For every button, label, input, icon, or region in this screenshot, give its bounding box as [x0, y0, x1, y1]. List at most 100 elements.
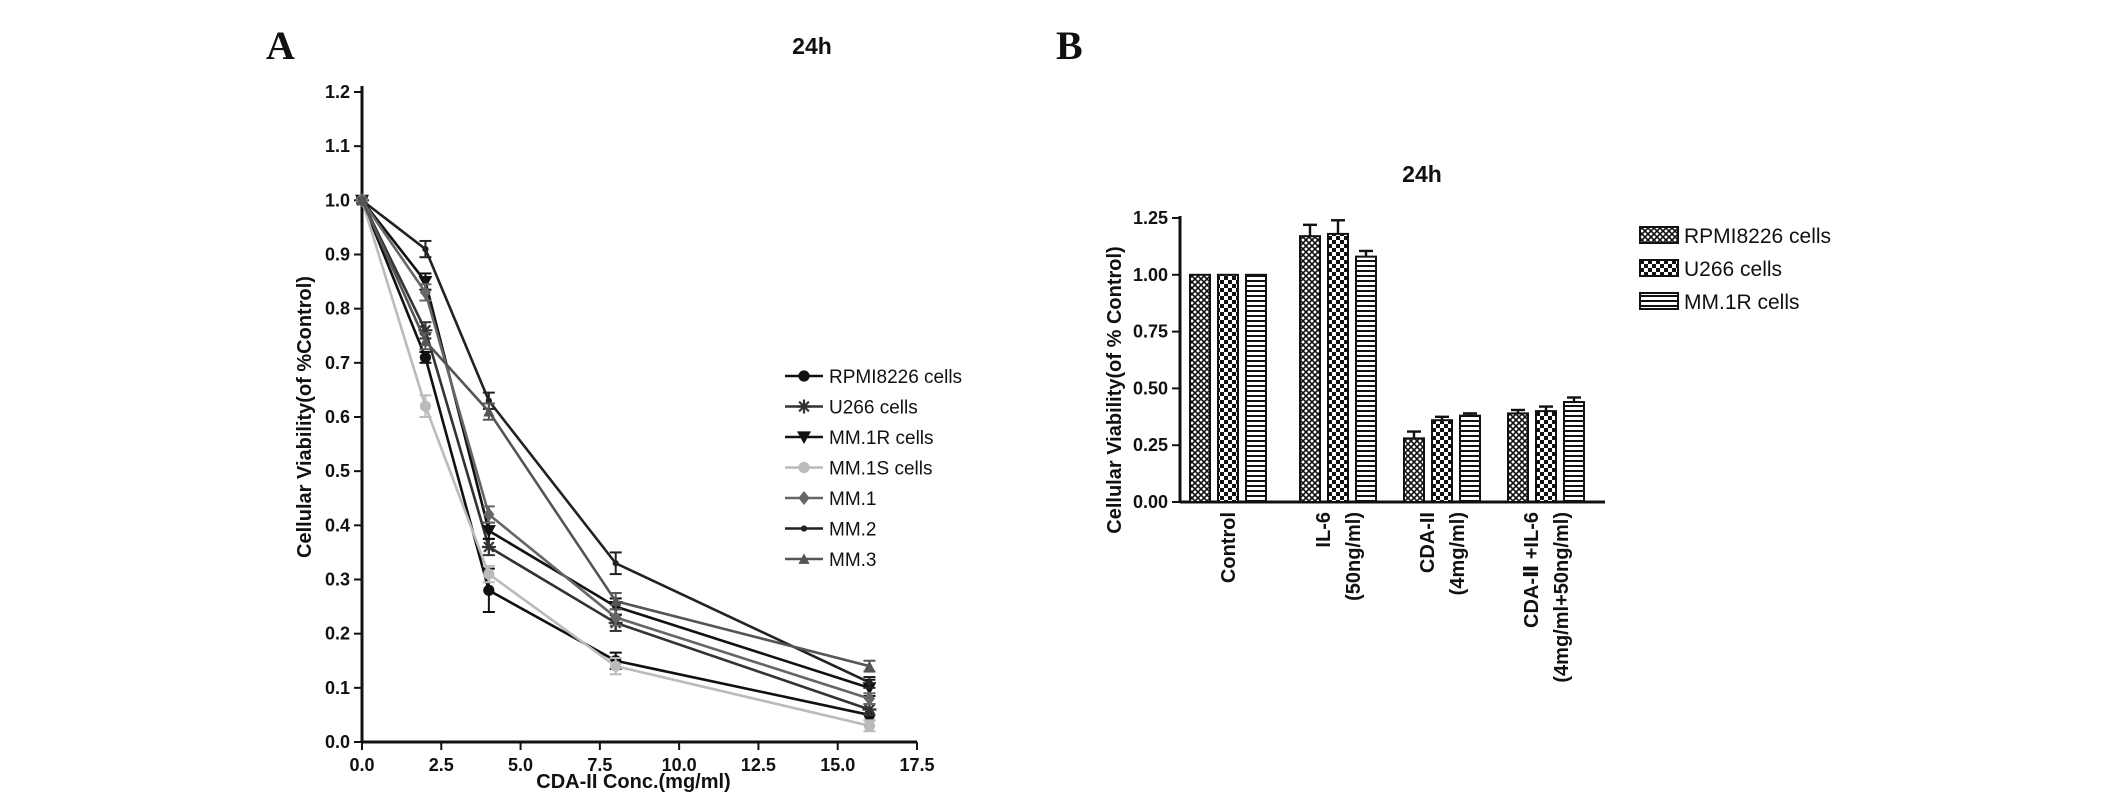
legend-label: MM.3: [829, 550, 877, 571]
category-label-line: (50ng/ml): [1343, 512, 1365, 601]
y-tick-label: 1.1: [325, 136, 350, 156]
legend-swatch: [1639, 226, 1679, 244]
marker-diamond: [863, 691, 876, 706]
y-tick-label: 0.9: [325, 245, 350, 265]
y-tick-label: 0.4: [325, 515, 350, 535]
chart-a-title: 24h: [792, 33, 832, 59]
marker-dot: [866, 679, 873, 686]
marker-circle: [419, 351, 432, 364]
category-label-line: (4mg/ml): [1447, 512, 1469, 595]
legend-label: U266 cells: [1684, 258, 1782, 281]
x-tick-label: 15.0: [820, 755, 855, 775]
y-tick-label: 0.7: [325, 353, 350, 373]
category-label: IL-6 (50ng/ml): [1313, 512, 1365, 601]
legend-item: RPMI8226 cells: [1639, 225, 1831, 248]
y-tick-label: 0.0: [325, 732, 350, 752]
marker-circle: [798, 370, 810, 382]
legend-item: MM.1S cells: [785, 459, 932, 480]
panel-b-letter: B: [1056, 23, 1083, 68]
marker-circle: [610, 660, 622, 672]
legend-label: MM.1: [829, 489, 877, 510]
y-tick-label: 0.6: [325, 407, 350, 427]
bar: [1507, 412, 1529, 503]
x-tick-label: 12.5: [741, 755, 776, 775]
y-axis-label: Cellular Viability(of % Control): [1104, 246, 1126, 533]
legend-label: MM.2: [829, 520, 877, 541]
marker-triangle-up: [419, 335, 432, 347]
bar: [1327, 232, 1349, 504]
category-label: Control: [1218, 512, 1240, 583]
marker-diamond: [610, 610, 622, 625]
legend-item: RPMI8226 cells: [785, 367, 962, 388]
category-label: CDA-II (4mg/ml): [1417, 512, 1469, 595]
y-tick-label: 0.00: [1133, 492, 1168, 512]
marker-triangle-up: [356, 194, 368, 206]
marker-star: [418, 323, 433, 338]
marker-triangle-up: [483, 405, 495, 417]
category-label-line: IL-6: [1313, 512, 1335, 548]
category-label-line: Control: [1218, 512, 1240, 583]
legend-swatch: [1639, 292, 1679, 310]
legend-label: MM.1R cells: [829, 428, 934, 449]
y-tick-label: 0.5: [325, 461, 350, 481]
legend-label: MM.1R cells: [1684, 291, 1800, 314]
category-label-line: CDA-II: [1417, 512, 1439, 573]
marker-triangle-down: [418, 275, 433, 289]
marker-dot: [422, 245, 429, 253]
series-3: [356, 194, 876, 733]
y-tick-label: 0.8: [325, 299, 350, 319]
bar: [1459, 414, 1481, 503]
y-tick-label: 1.2: [325, 82, 350, 102]
marker-star: [797, 399, 811, 414]
x-tick-label: 2.5: [429, 755, 454, 775]
marker-triangle-up: [863, 660, 876, 672]
marker-circle: [863, 720, 876, 732]
marker-star: [481, 540, 496, 554]
chart-b-title: 24h: [1402, 161, 1442, 187]
marker-circle: [483, 568, 495, 580]
x-axis-label: CDA-II Conc.(mg/ml): [536, 771, 730, 793]
panel-a-letter: A: [266, 23, 295, 68]
marker-dot: [485, 397, 493, 404]
marker-triangle-down: [481, 525, 496, 538]
marker-diamond: [419, 285, 432, 300]
legend-swatch: [1639, 259, 1679, 277]
line-chart-panel-a: 24h 0.0 0.1 0.2 0.3 0.4 0.5 0.6 0.7 0.8 0.9 1.0 1.1 1…: [294, 33, 962, 793]
x-tick-label: 17.5: [899, 755, 934, 775]
legend-item: MM.2: [785, 520, 877, 541]
legend-item: MM.1R cells: [1639, 291, 1800, 314]
y-tick-label: 0.25: [1133, 435, 1168, 455]
series-6: [356, 194, 876, 673]
bar: [1299, 235, 1321, 503]
marker-triangle-up: [610, 595, 622, 607]
marker-triangle-up: [798, 553, 810, 564]
category-label-line: (4mg/ml+50ng/ml): [1551, 512, 1573, 683]
series-4: [356, 193, 876, 706]
series-1: [355, 193, 877, 717]
x-tick-label: 0.0: [349, 755, 374, 775]
y-tick-label: 0.50: [1133, 378, 1168, 398]
legend-item: MM.1: [785, 489, 877, 510]
x-tick-label: 10.0: [662, 755, 697, 775]
x-tick-label: 7.5: [587, 755, 612, 775]
marker-circle: [483, 584, 495, 596]
legend-label: RPMI8226 cells: [829, 367, 962, 388]
bar: [1245, 273, 1267, 503]
bar: [1217, 273, 1239, 503]
marker-diamond: [798, 491, 810, 505]
series-0: [356, 194, 876, 722]
y-tick-label: 0.2: [325, 624, 350, 644]
bar: [1563, 401, 1585, 504]
bar: [1355, 255, 1377, 503]
marker-diamond: [483, 507, 495, 522]
bar: [1535, 410, 1557, 503]
marker-dot: [612, 560, 619, 567]
y-axis-label: Cellular Viability(of %Control): [294, 276, 316, 558]
y-tick-label: 0.75: [1133, 322, 1168, 342]
legend-item: U266 cells: [1639, 258, 1782, 281]
legend-item: MM.3: [785, 550, 877, 571]
x-tick-label: 5.0: [508, 755, 533, 775]
y-tick-label: 1.25: [1133, 208, 1168, 228]
y-tick-label: 0.3: [325, 570, 350, 590]
bar: [1431, 419, 1453, 504]
